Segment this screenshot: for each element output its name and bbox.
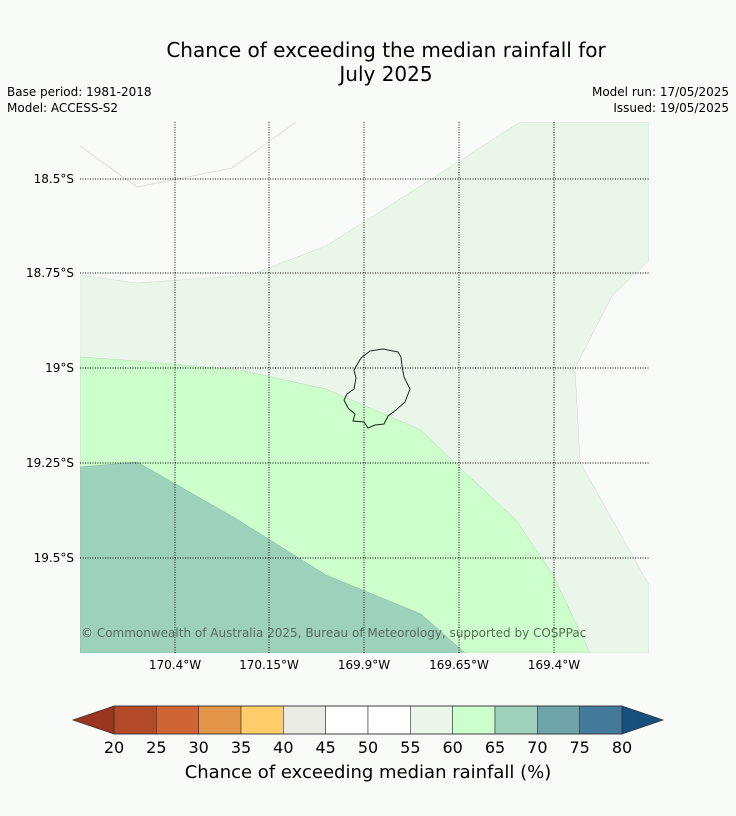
colorbar-tick-label: 80 (611, 738, 633, 757)
base-period: Base period: 1981-2018 (7, 85, 152, 99)
niue-island (343, 348, 411, 429)
colorbar-segment (494, 705, 538, 735)
colorbar-segment (367, 705, 411, 735)
colorbar-tick-label: 60 (442, 738, 463, 757)
copyright-notice: © Commonwealth of Australia 2025, Bureau… (81, 626, 587, 640)
title-line-2: July 2025 (339, 62, 433, 86)
lat-label-18-5: 18.5°S (33, 172, 74, 186)
colorbar-tick-label: 55 (400, 738, 421, 757)
colorbar-segment (198, 705, 242, 735)
contour-line (80, 122, 297, 188)
lon-label-170-4: 170.4°W (148, 658, 202, 672)
band-55-60 (80, 122, 649, 653)
colorbar-tick-label: 25 (146, 738, 167, 757)
band-60-65 (80, 356, 591, 653)
colorbar-segment (156, 705, 199, 735)
colorbar-tick-label: 50 (357, 738, 379, 757)
colorbar-tick-label: 75 (569, 738, 590, 757)
colorbar-tick-label: 30 (188, 738, 209, 757)
map-title: Chance of exceeding the median rainfall … (0, 38, 736, 86)
colorbar-segment (325, 705, 369, 735)
colorbar-tick-label: 70 (527, 738, 548, 757)
colorbar-segment (240, 705, 284, 735)
lat-label-19-25: 19.25°S (26, 456, 74, 470)
model-name: Model: ACCESS-S2 (7, 101, 119, 115)
meta-right: Model run: 17/05/2025 Issued: 19/05/2025 (592, 84, 729, 116)
graticule (80, 122, 649, 653)
colorbar-segment (113, 705, 157, 735)
colorbar (71, 705, 665, 735)
lon-label-169-9: 169.9°W (337, 658, 391, 672)
lat-label-19: 19°S (45, 361, 74, 375)
lon-label-169-65: 169.65°W (429, 658, 489, 672)
colorbar-tick-label: 35 (230, 738, 252, 757)
colorbar-tick-label: 40 (273, 738, 294, 757)
band-50-55 (80, 122, 649, 653)
meta-left: Base period: 1981-2018 Model: ACCESS-S2 (7, 84, 152, 116)
colorbar-over (621, 705, 665, 735)
lon-label-169-4: 169.4°W (527, 658, 581, 672)
colorbar-segment (579, 705, 623, 735)
colorbar-segment (452, 705, 496, 735)
band-65-70 (80, 461, 466, 653)
colorbar-tick-label: 65 (484, 738, 506, 757)
lon-label-170-15: 170.15°W (239, 658, 299, 672)
issued-date: Issued: 19/05/2025 (613, 101, 729, 115)
model-run: Model run: 17/05/2025 (591, 85, 729, 99)
colorbar-segment (283, 705, 326, 735)
colorbar-under (71, 705, 115, 735)
title-line-1: Chance of exceeding the median rainfall … (166, 38, 606, 62)
colorbar-tick-label: 45 (315, 738, 336, 757)
colorbar-segment (410, 705, 453, 735)
colorbar-tick-label: 20 (103, 738, 125, 757)
lat-label-19-5: 19.5°S (33, 551, 74, 565)
colorbar-segment (537, 705, 580, 735)
colorbar-title: Chance of exceeding median rainfall (%) (184, 762, 552, 783)
lat-label-18-75: 18.75°S (26, 266, 74, 280)
